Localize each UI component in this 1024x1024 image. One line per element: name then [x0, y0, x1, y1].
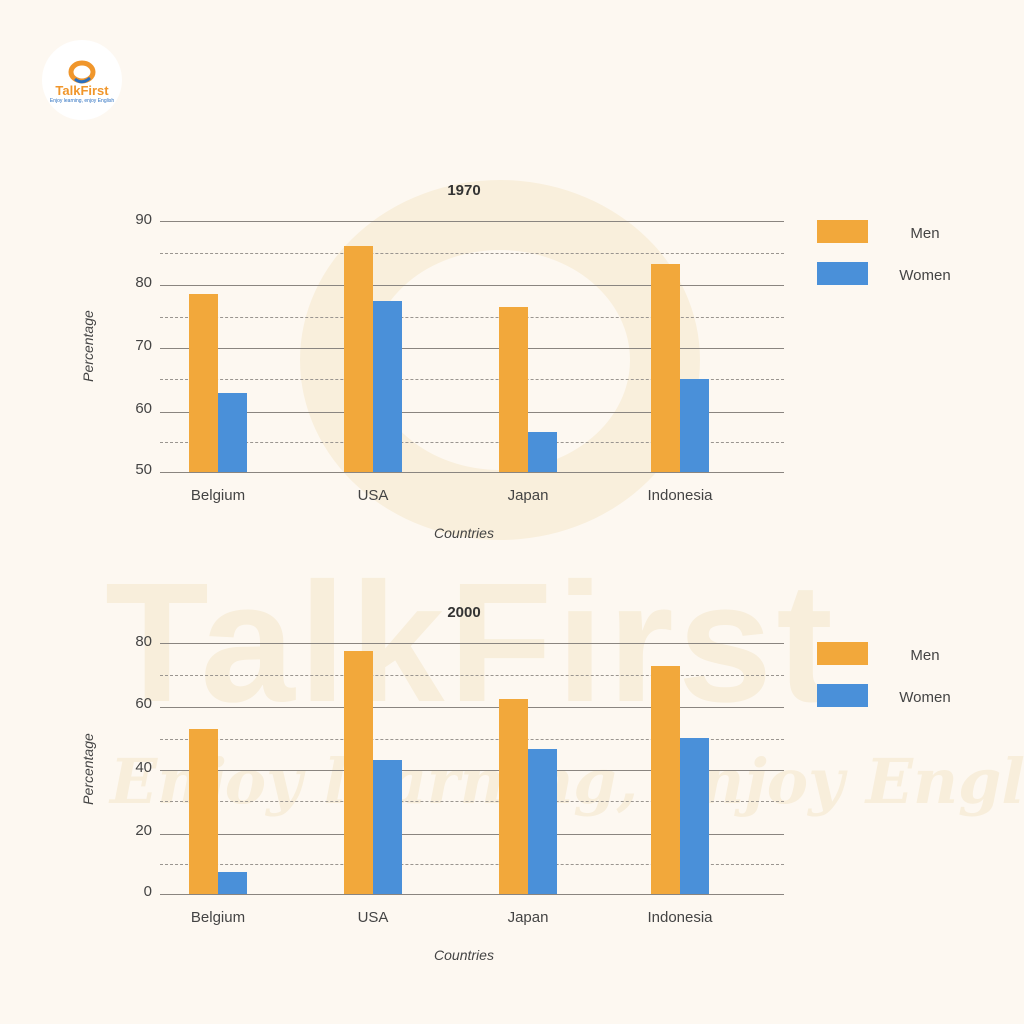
legend-label-women: Women: [899, 267, 951, 284]
legend-swatch-men: [817, 642, 868, 665]
gridline-minor: [160, 864, 784, 865]
legend-swatch-men: [817, 220, 868, 243]
bar-women-japan: [528, 749, 557, 894]
x-tick: Belgium: [190, 487, 246, 504]
gridline-minor: [160, 442, 784, 443]
bar-women-usa: [373, 760, 402, 894]
bar-men-usa: [344, 246, 373, 472]
y-axis-label: Percentage: [80, 310, 96, 382]
bar-women-belgium: [218, 393, 247, 472]
gridline: [160, 834, 784, 835]
watermark-tagline: Enjoy learning, enjoy English: [110, 745, 1024, 818]
bar-women-indonesia: [680, 379, 709, 472]
x-tick: Belgium: [190, 909, 246, 926]
y-tick: 50: [135, 461, 152, 478]
x-tick: Japan: [507, 909, 549, 926]
y-tick: 40: [135, 759, 152, 776]
legend-label-men: Men: [910, 647, 940, 664]
legend-label-men: Men: [910, 225, 940, 242]
gridline-minor: [160, 675, 784, 676]
x-tick: Indonesia: [647, 909, 713, 926]
gridline-minor: [160, 379, 784, 380]
gridline-minor: [160, 739, 784, 740]
legend-label-women: Women: [899, 689, 951, 706]
bar-women-japan: [528, 432, 557, 472]
gridline: [160, 770, 784, 771]
x-axis: [160, 472, 784, 473]
y-tick: 20: [135, 822, 152, 839]
y-tick: 90: [135, 211, 152, 228]
x-axis: [160, 894, 784, 895]
gridline: [160, 707, 784, 708]
legend-swatch-women: [817, 684, 868, 707]
y-tick: 60: [135, 400, 152, 417]
gridline-minor: [160, 253, 784, 254]
x-tick: Indonesia: [647, 487, 713, 504]
y-axis-label: Percentage: [80, 733, 96, 805]
bar-men-indonesia: [651, 666, 680, 894]
gridline: [160, 348, 784, 349]
x-axis-label: Countries: [434, 525, 494, 541]
legend-swatch-women: [817, 262, 868, 285]
y-tick: 60: [135, 695, 152, 712]
x-axis-label: Countries: [434, 947, 494, 963]
bar-men-japan: [499, 699, 528, 894]
bar-men-indonesia: [651, 264, 680, 472]
y-tick: 0: [143, 883, 152, 900]
x-tick: Japan: [507, 487, 549, 504]
logo: [42, 40, 122, 120]
x-tick: USA: [357, 487, 389, 504]
gridline-minor: [160, 317, 784, 318]
y-tick: 80: [135, 274, 152, 291]
logo-tagline: Enjoy learning, enjoy English: [49, 98, 115, 104]
bar-men-belgium: [189, 294, 218, 472]
bar-women-usa: [373, 301, 402, 472]
chart-title: 2000: [447, 604, 481, 621]
logo-name: TalkFirst: [55, 83, 109, 98]
x-tick: USA: [357, 909, 389, 926]
bar-men-belgium: [189, 729, 218, 894]
bar-men-usa: [344, 651, 373, 894]
speech-bubble-icon: [68, 60, 96, 84]
bar-men-japan: [499, 307, 528, 472]
gridline: [160, 643, 784, 644]
y-tick: 70: [135, 337, 152, 354]
bar-women-belgium: [218, 872, 247, 894]
gridline-minor: [160, 801, 784, 802]
chart-title: 1970: [447, 182, 481, 199]
y-tick: 80: [135, 633, 152, 650]
gridline: [160, 412, 784, 413]
gridline: [160, 285, 784, 286]
bar-women-indonesia: [680, 738, 709, 894]
gridline: [160, 221, 784, 222]
